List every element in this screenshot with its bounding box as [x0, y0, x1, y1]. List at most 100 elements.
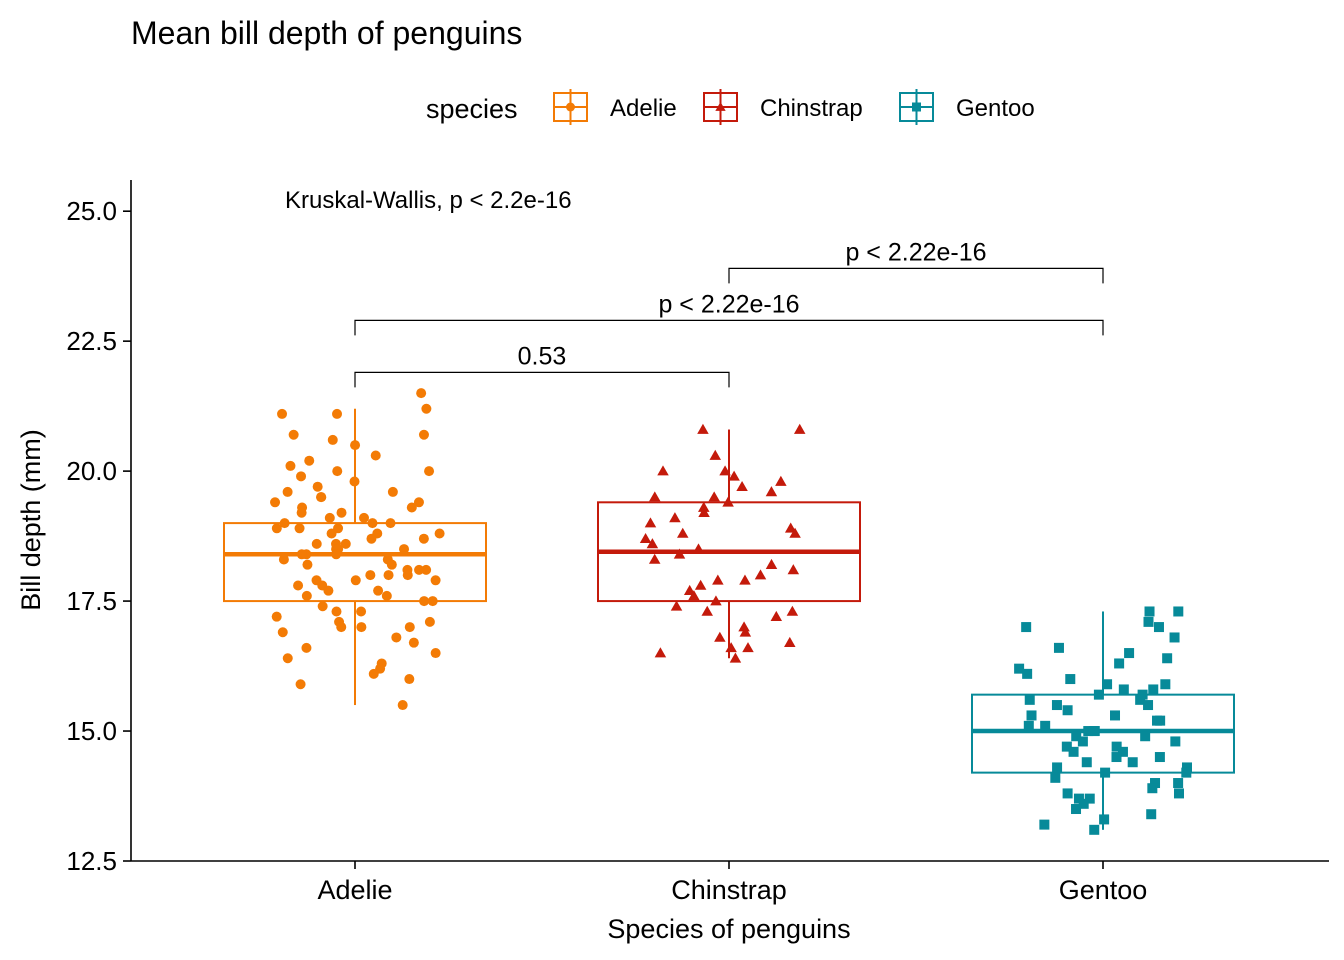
- data-point: [1073, 793, 1084, 804]
- data-point: [728, 470, 740, 481]
- data-point: [1022, 668, 1033, 679]
- y-tick-label: 12.5: [66, 846, 117, 876]
- y-axis-title: Bill depth (mm): [16, 429, 46, 611]
- y-tick-label: 17.5: [66, 586, 117, 616]
- y-tick-label: 25.0: [66, 196, 117, 226]
- data-point: [327, 434, 338, 445]
- data-point: [316, 492, 327, 503]
- data-point: [270, 497, 281, 508]
- data-point: [1137, 689, 1148, 700]
- data-point: [277, 408, 288, 419]
- data-point: [1053, 642, 1064, 653]
- data-point: [406, 502, 417, 513]
- data-point: [1173, 788, 1184, 799]
- data-point: [404, 674, 415, 685]
- comparison-brackets: 0.53 p < 2.22e-16 p < 2.22e-16: [354, 238, 1104, 388]
- comparison-label: 0.53: [518, 342, 567, 370]
- data-point: [271, 611, 282, 622]
- data-point: [301, 590, 312, 601]
- data-point: [1039, 819, 1050, 830]
- data-point: [729, 652, 742, 663]
- data-point: [1100, 767, 1111, 778]
- chart-title: Mean bill depth of penguins: [131, 15, 522, 51]
- data-point: [434, 528, 445, 539]
- data-point: [670, 600, 683, 611]
- data-point: [1127, 757, 1138, 768]
- data-point: [279, 518, 290, 529]
- y-tick-label: 20.0: [66, 456, 117, 486]
- data-point: [719, 465, 731, 476]
- data-point: [712, 574, 724, 585]
- data-point: [418, 533, 429, 544]
- data-point: [770, 610, 783, 621]
- data-point: [701, 605, 713, 616]
- data-point: [418, 429, 429, 440]
- comparison-bracket: [728, 267, 1104, 284]
- data-point: [1155, 715, 1166, 726]
- data-point: [1077, 736, 1088, 747]
- data-point: [1140, 731, 1151, 742]
- data-point: [1024, 694, 1035, 705]
- data-point: [421, 403, 432, 414]
- comparison-label: p < 2.22e-16: [658, 290, 799, 318]
- data-point: [1143, 616, 1154, 627]
- legend-label: Chinstrap: [760, 95, 863, 122]
- data-point: [1160, 679, 1171, 690]
- legend-entry-chinstrap: Chinstrap: [703, 89, 863, 125]
- x-axis-ticks: Adelie Chinstrap Gentoo: [317, 861, 1147, 905]
- data-point: [697, 423, 709, 434]
- data-point: [1068, 746, 1079, 757]
- data-point: [1154, 752, 1165, 763]
- data-point: [1084, 793, 1095, 804]
- data-point: [1146, 809, 1157, 820]
- data-point: [311, 538, 322, 549]
- x-tick-label: Gentoo: [1059, 875, 1148, 905]
- data-point: [296, 549, 307, 560]
- data-point: [793, 423, 806, 434]
- data-point: [1061, 741, 1072, 752]
- data-point: [1181, 767, 1192, 778]
- data-point: [1026, 710, 1037, 721]
- data-point: [1102, 679, 1113, 690]
- data-point: [736, 480, 748, 492]
- data-point: [385, 518, 396, 529]
- data-point: [694, 579, 707, 590]
- data-point: [1181, 762, 1192, 773]
- data-point: [424, 616, 435, 627]
- comparison-label: p < 2.22e-16: [845, 238, 986, 266]
- data-point: [282, 653, 293, 664]
- data-point: [1081, 757, 1092, 768]
- data-point: [673, 548, 686, 559]
- data-point: [350, 440, 361, 451]
- data-point: [413, 497, 424, 508]
- data-point: [1023, 720, 1034, 731]
- data-point: [294, 523, 305, 534]
- data-point: [356, 622, 367, 633]
- data-point: [739, 626, 752, 637]
- data-point: [416, 388, 427, 399]
- data-point: [698, 501, 710, 512]
- data-point: [1052, 762, 1063, 773]
- data-point: [340, 538, 351, 549]
- data-point: [296, 507, 307, 518]
- y-tick-label: 22.5: [66, 326, 117, 356]
- legend-entry-adelie: Adelie: [553, 89, 677, 125]
- legend-key-marker: [566, 102, 575, 112]
- data-point: [669, 512, 681, 523]
- data-point: [1065, 674, 1076, 685]
- data-point: [683, 584, 696, 595]
- series-chinstrap: [597, 423, 861, 663]
- data-point: [648, 553, 661, 564]
- legend-label: Adelie: [610, 95, 677, 122]
- data-point: [1111, 752, 1122, 763]
- data-point: [288, 429, 299, 440]
- data-point: [738, 621, 750, 632]
- data-point: [326, 528, 337, 539]
- data-point: [1143, 700, 1154, 711]
- data-point: [1118, 684, 1129, 695]
- data-point: [1173, 778, 1184, 789]
- data-point: [414, 564, 425, 575]
- data-point: [295, 679, 306, 690]
- data-point: [331, 549, 342, 560]
